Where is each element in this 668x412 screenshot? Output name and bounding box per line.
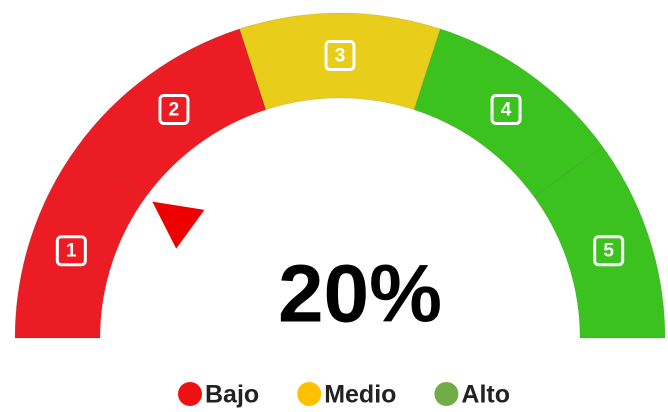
pointer [152,201,205,249]
segment-label: 5 [603,241,614,262]
legend-swatch [297,382,322,406]
value-label: 20% [278,249,442,340]
legend-swatch [178,382,202,406]
legend-label: Medio [324,381,396,409]
gauge-segment [413,28,604,198]
legend-label: Alto [461,381,510,409]
segment-badge [324,40,356,71]
legend-label: Bajo [205,381,259,409]
segment-label: 1 [66,241,77,262]
segment-badge [158,93,190,125]
segment-badge [593,235,625,267]
segment-label: 2 [169,99,180,120]
segment-badge [55,235,87,267]
segment-label: 3 [335,46,346,67]
gauge-segment [14,146,147,339]
segment-label: 4 [501,99,512,120]
gauge-segment [76,28,267,198]
segment-badge [490,93,522,125]
gauge-segment [533,146,666,339]
legend-swatch [434,382,459,406]
gauge-segment [238,12,442,111]
